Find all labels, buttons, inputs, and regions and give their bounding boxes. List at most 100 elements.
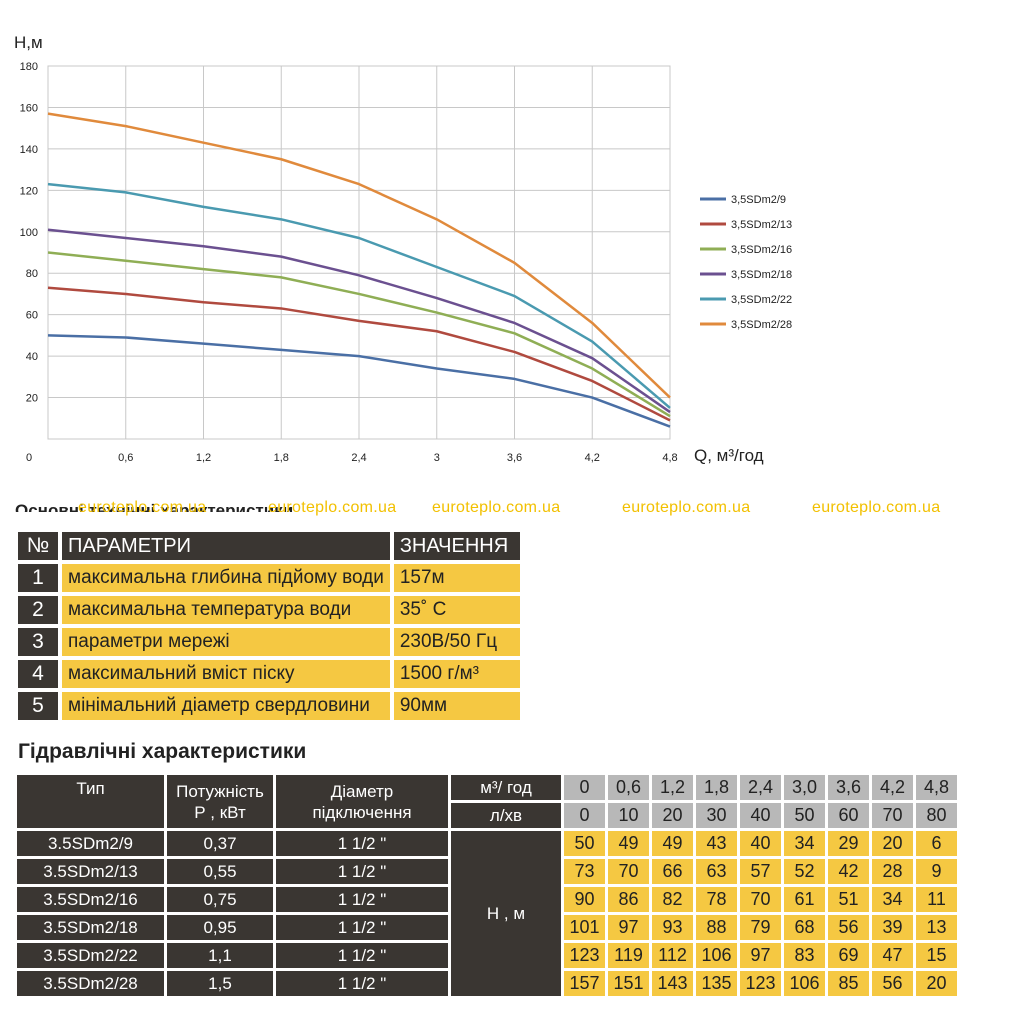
head-value-cell: 112 (652, 943, 693, 968)
head-value-cell: 88 (696, 915, 737, 940)
hydraulic-row: 3.5SDm2/22 1,1 1 1/2 " 123 119 112 106 97 83 69 47… (17, 943, 957, 968)
pump-diameter: 1 1/2 " (276, 887, 448, 912)
pump-type: 3.5SDm2/22 (17, 943, 164, 968)
head-value-cell: 20 (916, 971, 957, 996)
head-value-cell: 97 (740, 943, 781, 968)
parameter-num: 1 (18, 564, 58, 592)
head-value-cell: 119 (608, 943, 649, 968)
hydraulic-row: 3.5SDm2/28 1,5 1 1/2 " 157 151 143 135 123 106 85… (17, 971, 957, 996)
head-value-cell: 11 (916, 887, 957, 912)
parameter-value: 90мм (393, 692, 520, 720)
legend-label: 3,5SDm2/13 (731, 219, 792, 231)
legend-label: 3,5SDm2/16 (731, 244, 792, 256)
head-value-cell: 42 (828, 859, 869, 884)
head-value-cell: 66 (652, 859, 693, 884)
parameter-row: 2 максимальна температура води 35˚ С (18, 596, 520, 624)
head-value-cell: 106 (784, 971, 825, 996)
section-title-main: Основні технічні характеристики (15, 501, 294, 512)
pump-diameter: 1 1/2 " (276, 971, 448, 996)
y-tick-label: 40 (26, 351, 38, 363)
head-value-cell: 79 (740, 915, 781, 940)
parameter-value: 1500 г/м³ (393, 660, 520, 688)
head-value-cell: 56 (828, 915, 869, 940)
head-value-cell: 28 (872, 859, 913, 884)
head-value-cell: 101 (564, 915, 605, 940)
header-value: ЗНАЧЕННЯ (393, 532, 520, 560)
pump-type: 3.5SDm2/16 (17, 887, 164, 912)
parameter-num: 2 (18, 596, 58, 624)
header-head: Н , м (451, 831, 561, 996)
head-value-cell: 34 (784, 831, 825, 856)
head-value-cell: 29 (828, 831, 869, 856)
x-tick-label: 2,4 (351, 452, 366, 464)
pump-power: 0,37 (167, 831, 273, 856)
y-tick-label: 140 (20, 144, 38, 156)
head-value-cell: 97 (608, 915, 649, 940)
series-line (47, 182, 671, 409)
header-q-l: л/хв (451, 803, 561, 828)
watermark-text: euroteplo.com.ua (268, 499, 397, 516)
pump-diameter: 1 1/2 " (276, 915, 448, 940)
parameters-table: № ПАРАМЕТРИ ЗНАЧЕННЯ 1 максимальна глибин… (14, 528, 524, 724)
head-value-cell: 123 (564, 943, 605, 968)
header-type: Тип (17, 775, 164, 828)
pump-power: 0,55 (167, 859, 273, 884)
pump-type: 3.5SDm2/9 (17, 831, 164, 856)
hydraulic-row: 3.5SDm2/16 0,75 1 1/2 " 90 86 82 78 70 61 51 34 11 (17, 887, 957, 912)
y-axis-label: Н,м (14, 33, 43, 52)
parameter-row: 5 мінімальний діаметр свердловини 90мм (18, 692, 520, 720)
parameter-num: 4 (18, 660, 58, 688)
head-value-cell: 20 (872, 831, 913, 856)
legend-label: 3,5SDm2/28 (731, 319, 792, 331)
hydraulic-title: Гідравлічні характеристики (18, 740, 307, 763)
head-value-cell: 151 (608, 971, 649, 996)
x-axis-label: Q, м³/год (694, 446, 764, 465)
parameter-value: 157м (393, 564, 520, 592)
x-tick-label: 0,6 (118, 452, 133, 464)
head-value-cell: 13 (916, 915, 957, 940)
flow-m3-cell: 1,2 (652, 775, 693, 800)
head-value-cell: 82 (652, 887, 693, 912)
flow-lmin-cell: 80 (916, 803, 957, 828)
parameter-param: параметри мережі (62, 628, 390, 656)
flow-lmin-cell: 0 (564, 803, 605, 828)
header-diameter: Діаметр підключення (276, 775, 448, 828)
head-value-cell: 15 (916, 943, 957, 968)
pump-type: 3.5SDm2/18 (17, 915, 164, 940)
hydraulic-row: 3.5SDm2/18 0,95 1 1/2 " 101 97 93 88 79 68 56 39 13 (17, 915, 957, 940)
pump-type: 3.5SDm2/28 (17, 971, 164, 996)
series-line (47, 334, 671, 428)
parameter-value: 230В/50 Гц (393, 628, 520, 656)
watermark-text: euroteplo.com.ua (432, 499, 561, 516)
y-tick-label: 100 (20, 227, 38, 239)
head-value-cell: 157 (564, 971, 605, 996)
head-value-cell: 70 (740, 887, 781, 912)
head-value-cell: 61 (784, 887, 825, 912)
head-value-cell: 69 (828, 943, 869, 968)
parameter-row: 4 максимальний вміст піску 1500 г/м³ (18, 660, 520, 688)
flow-lmin-cell: 20 (652, 803, 693, 828)
watermark-text: euroteplo.com.ua (812, 499, 941, 516)
y-tick-label: 180 (20, 61, 38, 73)
head-value-cell: 51 (828, 887, 869, 912)
header-power-line1: Потужність (176, 781, 264, 801)
head-value-cell: 9 (916, 859, 957, 884)
head-value-cell: 123 (740, 971, 781, 996)
pump-diameter: 1 1/2 " (276, 943, 448, 968)
y-tick-label: 160 (20, 102, 38, 114)
head-value-cell: 6 (916, 831, 957, 856)
header-q-m3: м³/ год (451, 775, 561, 800)
pump-power: 0,95 (167, 915, 273, 940)
flow-m3-cell: 2,4 (740, 775, 781, 800)
series-line (47, 286, 671, 422)
parameter-param: максимальна глибина підйому води (62, 564, 390, 592)
head-value-cell: 143 (652, 971, 693, 996)
pump-power: 0,75 (167, 887, 273, 912)
head-value-cell: 57 (740, 859, 781, 884)
pump-diameter: 1 1/2 " (276, 859, 448, 884)
hydraulic-row: 3.5SDm2/9 0,37 1 1/2 " Н , м 50 49 49 43 40 34 29 2… (17, 831, 957, 996)
head-value-cell: 40 (740, 831, 781, 856)
head-value-cell: 85 (828, 971, 869, 996)
header-power: Потужність Р , кВт (167, 775, 273, 828)
flow-lmin-cell: 70 (872, 803, 913, 828)
